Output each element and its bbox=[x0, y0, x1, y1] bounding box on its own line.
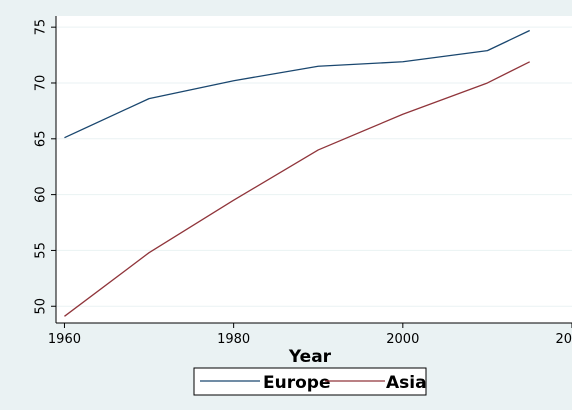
y-tick-label: 70 bbox=[34, 75, 49, 92]
x-tick-label: 2020 bbox=[555, 332, 572, 347]
x-axis-title: Year bbox=[288, 347, 332, 367]
y-tick-label: 65 bbox=[34, 131, 49, 148]
x-tick-label: 1980 bbox=[217, 332, 250, 347]
legend-label-asia: Asia bbox=[386, 373, 427, 393]
x-tick-label: 1960 bbox=[48, 332, 81, 347]
y-tick-label: 50 bbox=[34, 298, 49, 315]
y-tick-label: 55 bbox=[34, 242, 49, 259]
legend: Europe Asia bbox=[194, 368, 427, 395]
plot-area bbox=[56, 16, 572, 323]
y-tick-label: 75 bbox=[34, 19, 49, 36]
x-tick-label: 2000 bbox=[386, 332, 419, 347]
y-tick-label: 60 bbox=[34, 186, 49, 203]
legend-label-europe: Europe bbox=[263, 373, 330, 393]
